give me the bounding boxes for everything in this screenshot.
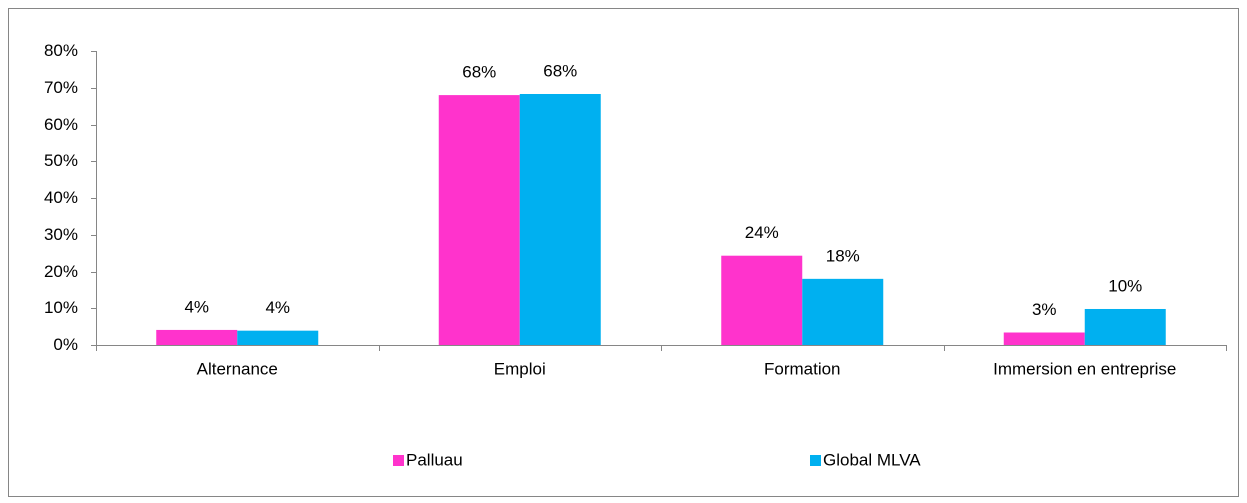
value-label: 68% (462, 63, 496, 82)
y-tick-label: 40% (44, 188, 78, 207)
legend-swatch (393, 455, 404, 466)
y-tick-label: 80% (44, 41, 78, 60)
legend-swatch (810, 455, 821, 466)
y-tick-label: 50% (44, 151, 78, 170)
y-tick-label: 20% (44, 262, 78, 281)
y-tick-label: 60% (44, 115, 78, 134)
bar (237, 330, 319, 345)
legend-label: Palluau (406, 450, 463, 469)
legend-label: Global MLVA (823, 450, 921, 469)
value-label: 4% (265, 298, 290, 317)
x-tick-label: Alternance (197, 359, 278, 378)
chart-frame (8, 8, 1239, 497)
y-tick-label: 30% (44, 225, 78, 244)
bar (156, 329, 238, 345)
bar (1084, 308, 1166, 345)
bar (1003, 332, 1085, 345)
y-tick-label: 70% (44, 78, 78, 97)
bar (721, 255, 803, 345)
value-label: 4% (184, 297, 209, 316)
y-tick-label: 10% (44, 298, 78, 317)
value-label: 3% (1032, 300, 1057, 319)
x-tick-label: Emploi (494, 359, 546, 378)
bar (438, 95, 520, 345)
value-label: 24% (745, 223, 779, 242)
bar (802, 278, 884, 345)
y-tick-label: 0% (53, 335, 78, 354)
x-tick-label: Immersion en entreprise (993, 359, 1176, 378)
value-label: 10% (1108, 276, 1142, 295)
value-label: 68% (543, 61, 577, 80)
value-label: 18% (826, 246, 860, 265)
bar (519, 93, 601, 345)
x-tick-label: Formation (764, 359, 841, 378)
